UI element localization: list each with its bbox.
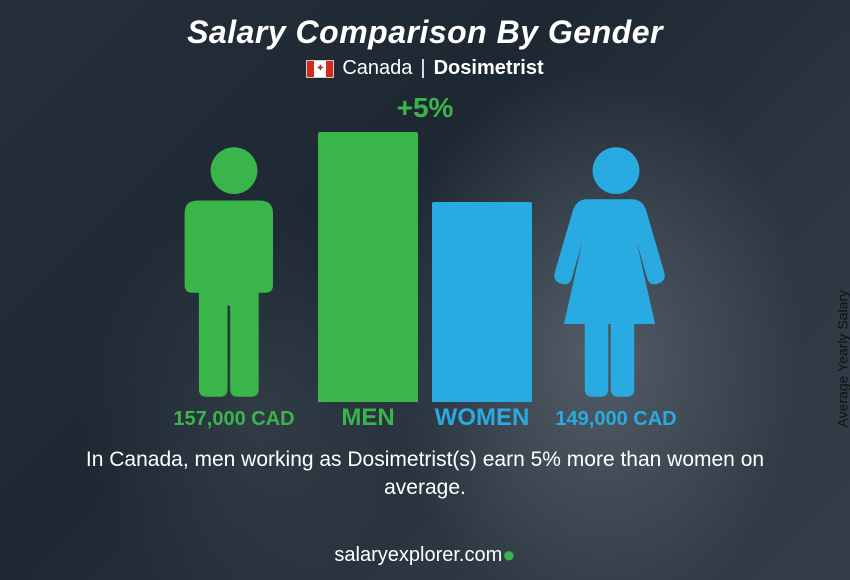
site-name: salaryexplorer.com <box>334 544 502 566</box>
men-bar <box>318 132 418 402</box>
country-label: Canada <box>342 57 412 80</box>
men-salary: 157,000 CAD <box>164 408 304 431</box>
footer-dot-icon: ● <box>502 542 515 567</box>
women-label: WOMEN <box>432 404 532 432</box>
subtitle: ✦ Canada | Dosimetrist <box>0 57 850 80</box>
labels-row: 157,000 CAD MEN WOMEN 149,000 CAD <box>65 404 785 432</box>
description-text: In Canada, men working as Dosimetrist(s)… <box>60 446 790 503</box>
chart-row <box>65 132 785 402</box>
comparison-chart: +5% <box>65 92 785 432</box>
delta-label: +5% <box>397 92 454 124</box>
woman-svg <box>546 142 686 402</box>
y-axis-label: Average Yearly Salary <box>834 290 850 428</box>
separator: | <box>420 57 425 80</box>
canada-flag-icon: ✦ <box>306 60 334 78</box>
women-salary: 149,000 CAD <box>546 408 686 431</box>
footer: salaryexplorer.com● <box>0 542 850 568</box>
woman-icon <box>546 142 686 402</box>
women-bar <box>432 202 532 402</box>
men-label: MEN <box>318 404 418 432</box>
job-label: Dosimetrist <box>434 57 544 80</box>
page-title: Salary Comparison By Gender <box>0 0 850 51</box>
man-svg <box>164 142 304 402</box>
man-icon <box>164 142 304 402</box>
